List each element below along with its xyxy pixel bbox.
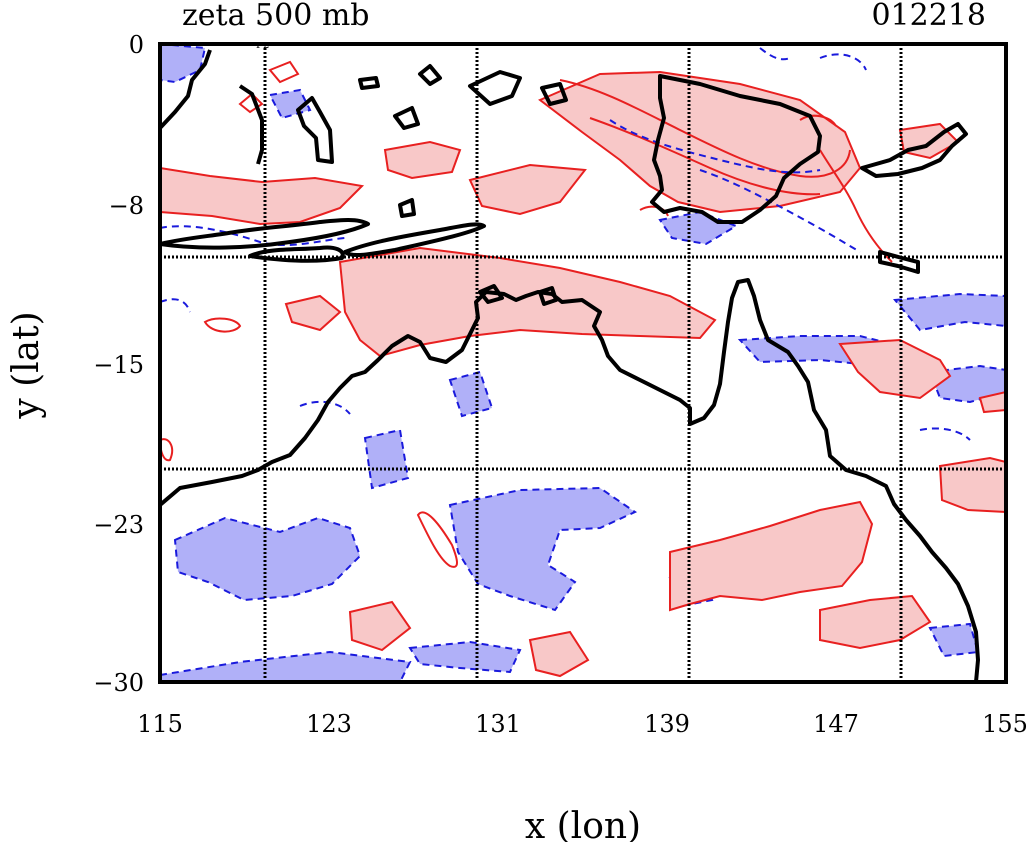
y-axis-label: y (lat) bbox=[6, 311, 47, 419]
negative-region bbox=[160, 44, 207, 84]
negative-contour bbox=[160, 298, 191, 313]
positive-region bbox=[938, 456, 1006, 514]
positive-contour bbox=[238, 92, 264, 114]
positive-contour-lines bbox=[160, 60, 893, 568]
negative-region bbox=[928, 622, 980, 658]
negative-region bbox=[448, 370, 494, 418]
x-tick-label: 123 bbox=[306, 710, 352, 738]
positive-contour bbox=[203, 317, 242, 333]
negative-region bbox=[408, 640, 522, 674]
x-tick-label: 131 bbox=[475, 710, 521, 738]
positive-region bbox=[528, 630, 590, 678]
coastline-aru bbox=[540, 82, 568, 106]
x-tick-label: 139 bbox=[644, 710, 690, 738]
negative-contour bbox=[160, 225, 346, 247]
coastline-moluccas bbox=[393, 106, 420, 130]
y-tick-label: −23 bbox=[93, 511, 144, 539]
positive-contour bbox=[589, 117, 821, 196]
y-tick-labels: 0 −8 −15 −23 −30 bbox=[93, 31, 144, 697]
y-tick-label: −30 bbox=[93, 669, 144, 697]
positive-region bbox=[338, 246, 717, 358]
coastline-halmahera bbox=[296, 96, 334, 164]
coastline-tanimbar bbox=[398, 198, 416, 218]
coastline-sumbawa bbox=[160, 218, 370, 250]
plot-frame bbox=[158, 42, 1008, 684]
coastline-australia bbox=[160, 278, 980, 682]
coastline-new-britain bbox=[860, 122, 968, 178]
negative-region bbox=[363, 428, 410, 490]
coastline-melville bbox=[478, 284, 504, 304]
positive-region bbox=[819, 594, 932, 650]
negative-contour bbox=[699, 169, 861, 253]
positive-region bbox=[160, 166, 365, 226]
coastlines bbox=[160, 49, 980, 682]
positive-region bbox=[383, 140, 462, 180]
negative-contour bbox=[819, 53, 867, 71]
coastline-yapen bbox=[358, 76, 380, 90]
negative-contour-lines bbox=[160, 47, 971, 441]
coastline-new-guinea bbox=[650, 74, 822, 224]
coastline-flores bbox=[248, 245, 345, 263]
positive-region bbox=[669, 500, 874, 612]
marker-label: F2 bbox=[256, 40, 269, 51]
coastline-seram bbox=[468, 70, 522, 106]
y-tick-label: −8 bbox=[109, 192, 144, 220]
positive-contour bbox=[268, 60, 300, 84]
plot-area: F2 bbox=[160, 40, 1006, 682]
positive-region bbox=[284, 294, 342, 332]
positive-contour bbox=[819, 149, 893, 263]
positive-region bbox=[838, 338, 952, 400]
positive-region bbox=[348, 600, 412, 652]
negative-region bbox=[893, 292, 1006, 332]
coastline-timor bbox=[343, 222, 486, 258]
positive-vorticity-regions bbox=[160, 70, 1006, 678]
coastline-groote bbox=[538, 286, 558, 306]
x-tick-labels: 115 123 131 139 147 155 bbox=[137, 710, 1028, 738]
negative-contour bbox=[759, 47, 791, 61]
negative-contour bbox=[919, 427, 971, 441]
coastline-sulawesi bbox=[160, 49, 212, 130]
positive-contour bbox=[799, 114, 837, 127]
negative-region bbox=[173, 516, 362, 602]
x-tick-label: 115 bbox=[137, 710, 183, 738]
positive-region bbox=[468, 163, 587, 216]
negative-region bbox=[658, 210, 739, 246]
positive-region bbox=[978, 390, 1006, 414]
coastline-mindanao bbox=[418, 64, 442, 86]
coastline-sulawesi-north bbox=[238, 84, 264, 165]
positive-region bbox=[538, 70, 862, 214]
y-tick-label: −15 bbox=[93, 351, 144, 379]
coastline-png-tail bbox=[878, 250, 920, 274]
x-axis-label: x (lon) bbox=[525, 806, 641, 842]
positive-contour bbox=[559, 79, 851, 178]
positive-contour bbox=[416, 511, 458, 568]
negative-region bbox=[160, 650, 412, 682]
y-tick-label: 0 bbox=[129, 31, 144, 59]
x-tick-label: 147 bbox=[813, 710, 859, 738]
x-tick-label: 155 bbox=[982, 710, 1028, 738]
gridlines bbox=[160, 44, 1006, 682]
date-label: 012218 bbox=[871, 0, 986, 33]
map-title: zeta 500 mb bbox=[182, 0, 370, 33]
